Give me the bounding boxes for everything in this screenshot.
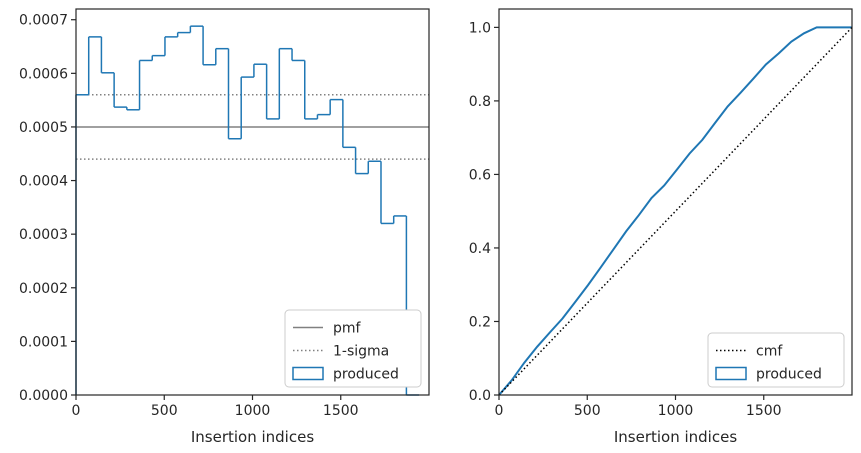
x-tick-label: 0	[495, 403, 504, 419]
x-tick-label: 500	[574, 403, 601, 419]
y-tick-label: 0.0005	[19, 120, 68, 136]
y-tick-label: 0.8	[469, 94, 491, 110]
legend-handle-box	[292, 366, 324, 381]
y-tick-label: 0.2	[469, 314, 491, 330]
legend-box	[707, 332, 845, 388]
y-tick-label: 0.0000	[19, 388, 68, 404]
x-tick-label: 1000	[235, 403, 271, 419]
y-tick-label: 1.0	[469, 20, 491, 36]
legend-label: produced	[333, 367, 399, 383]
y-tick-label: 0.0001	[19, 334, 68, 350]
y-tick-label: 0.0	[469, 388, 491, 404]
y-tick-label: 0.4	[469, 241, 491, 257]
cdf-panel: 0 500 1000 1500 0.0 0.2 0.4 0.6 0.8 1.0 Insertion …	[469, 8, 853, 446]
series-line-produced	[498, 26, 852, 396]
x-axis-label: Insertion indices	[191, 428, 314, 446]
series-line-cmf	[498, 26, 853, 396]
y-tick-label: 0.0002	[19, 281, 68, 297]
x-tick-label: 500	[151, 403, 178, 419]
y-tick-label: 0.0004	[19, 174, 68, 190]
legend-handle-box	[715, 366, 747, 381]
x-tick-label: 1500	[323, 403, 359, 419]
y-tick-label: 0.0003	[19, 227, 68, 243]
y-tick-label: 0.0007	[19, 13, 68, 29]
histogram-panel: 0 500 1000 1500 0.0000 0.0001 0.0002 0.0003 0.00…	[19, 8, 430, 446]
y-tick-label: 0.6	[469, 167, 491, 183]
legend-label: cmf	[756, 344, 783, 360]
y-tick-label: 0.0006	[19, 66, 68, 82]
x-tick-label: 0	[72, 403, 81, 419]
legend-label: pmf	[333, 321, 362, 337]
x-tick-label: 1000	[658, 403, 694, 419]
legend: cmf produced	[707, 332, 845, 388]
x-axis-label: Insertion indices	[614, 428, 737, 446]
x-tick-label: 1500	[746, 403, 782, 419]
legend-label: produced	[756, 367, 822, 383]
legend: pmf 1-sigma produced	[284, 309, 422, 388]
legend-label: 1-sigma	[333, 344, 389, 360]
